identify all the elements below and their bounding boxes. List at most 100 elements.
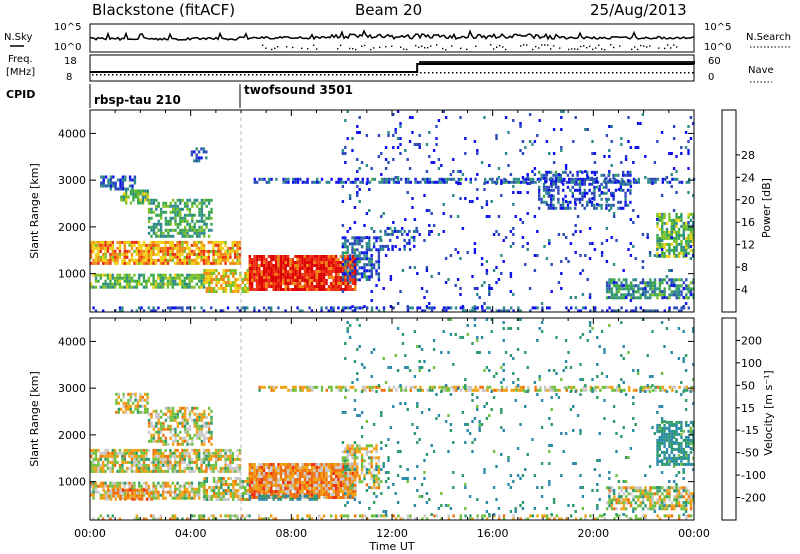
range-cell [138,463,141,467]
range-cell [97,490,100,494]
range-cell [284,466,287,469]
range-cell [675,233,678,237]
nave-dot [512,72,514,74]
range-cell [461,227,465,230]
range-cell [134,407,137,411]
range-cell [608,290,611,294]
range-cell [109,252,112,256]
range-cell [176,213,180,217]
range-cell [682,281,686,285]
range-cell [488,287,491,290]
range-cell [566,185,570,189]
range-cell [464,309,467,313]
range-cell [327,285,331,288]
range-cell [672,125,676,128]
range-cell [320,463,323,466]
range-cell [682,224,685,228]
range-cell [330,288,333,291]
range-cell [159,439,163,443]
range-cell [272,267,275,270]
range-cell [203,409,206,413]
range-cell [207,436,211,440]
range-cell [255,466,259,469]
range-cell [169,454,172,458]
range-cell [183,490,186,494]
range-cell [342,261,345,264]
range-cell [644,296,647,300]
range-cell [140,249,143,253]
range-cell [174,487,177,491]
range-cell [574,206,577,210]
range-cell [680,233,683,237]
nsearch-dot [445,48,447,51]
range-cell [253,261,256,264]
range-cell [176,273,179,277]
range-cell [593,248,597,251]
range-cell [136,488,139,492]
range-cell [146,398,149,402]
range-cell [193,252,196,256]
range-cell [212,451,215,455]
range-cell [166,460,170,464]
range-cell [188,466,191,470]
range-cell [562,179,565,182]
nave-dot [548,72,550,74]
range-cell [391,244,394,248]
range-cell [150,198,153,202]
nave-dot [428,72,430,74]
range-cell [217,240,220,244]
range-cell [586,128,589,131]
range-cell [195,406,199,410]
range-cell [607,203,610,207]
range-cell [260,273,263,276]
range-cell [605,281,609,285]
range-cell [442,203,445,206]
range-cell [253,288,256,291]
range-cell [656,212,659,216]
range-cell [181,228,184,232]
freq-dash [553,61,555,64]
range-cell [610,140,613,143]
range-cell [157,273,160,277]
range-cell [368,257,371,261]
range-cell [152,448,155,452]
range-cell [445,306,448,310]
range-cell [562,188,565,192]
range-cell [169,216,172,220]
nsearch-dot [460,47,462,50]
range-cell [284,276,287,279]
range-cell [128,466,131,470]
range-cell [634,146,637,149]
range-cell [203,436,206,440]
range-cell [277,493,280,496]
range-cell [289,475,292,478]
range-cell [418,233,421,236]
range-cell [354,270,357,273]
range-cell [174,216,177,220]
range-cell [133,457,136,461]
range-cell [386,244,389,248]
range-cell [444,257,448,260]
range-cell [589,309,592,313]
range-cell [142,460,146,464]
range-cell [193,451,196,455]
range-cell [459,287,462,290]
range-cell [559,179,562,183]
nave-dot [140,74,142,76]
range-cell [224,451,227,455]
range-cell [313,490,316,493]
range-cell [632,290,635,293]
range-cell [212,240,215,244]
range-cell [363,305,366,308]
range-cell [445,180,448,184]
range-cell [282,484,285,487]
range-cell [236,255,239,259]
range-cell [488,306,491,310]
range-cell [229,272,233,275]
nsearch-dots [262,44,678,51]
range-cell [150,255,153,259]
range-cell [346,272,349,276]
freq-dash [497,61,499,64]
nsearch-dot [589,45,591,48]
nave-dot [276,74,278,76]
